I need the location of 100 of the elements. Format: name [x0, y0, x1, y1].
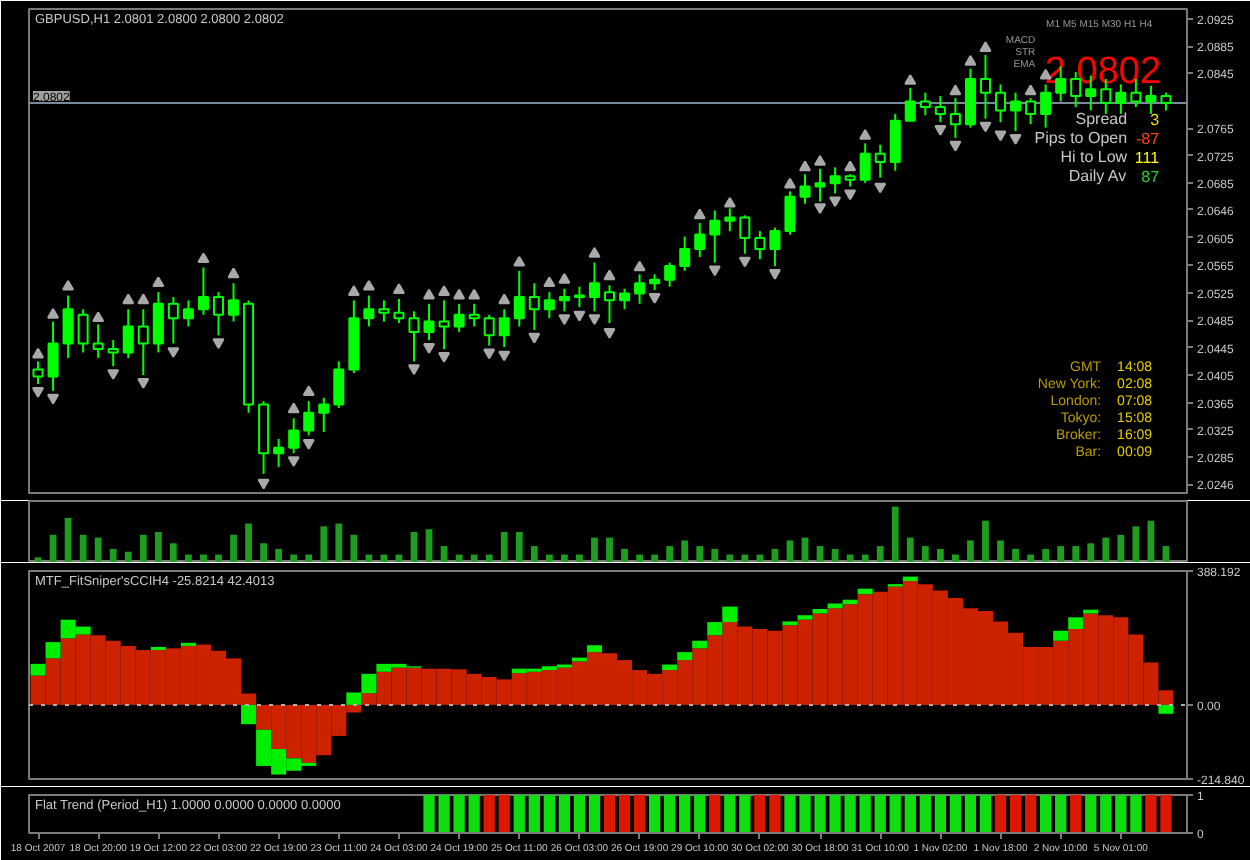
candlestick — [784, 190, 796, 236]
candlestick — [814, 167, 826, 203]
point — [438, 352, 451, 363]
point — [287, 456, 300, 467]
candlestick — [438, 299, 450, 351]
candlestick — [528, 282, 540, 331]
candlestick — [724, 207, 736, 233]
candlestick — [799, 173, 811, 205]
point — [302, 439, 315, 450]
point — [423, 288, 436, 300]
candlestick — [709, 209, 721, 264]
bar — [846, 554, 854, 562]
bar — [722, 606, 738, 623]
candlestick — [318, 396, 330, 433]
point — [844, 189, 857, 201]
point — [859, 129, 872, 140]
point — [212, 338, 225, 349]
bar — [230, 534, 237, 562]
bar — [677, 652, 693, 661]
annotation: 111 — [1134, 149, 1161, 167]
candlestick — [393, 297, 405, 324]
bar — [861, 554, 869, 562]
bar — [786, 540, 794, 562]
annotation: Spread — [1075, 110, 1128, 128]
bar — [692, 640, 708, 649]
point — [392, 283, 405, 294]
bar — [530, 546, 538, 562]
candlestick — [964, 67, 976, 129]
candlestick — [634, 273, 646, 305]
point — [949, 84, 962, 96]
bar — [982, 520, 989, 562]
bar — [902, 576, 918, 582]
bar — [1072, 546, 1080, 562]
annotation: -87 — [1135, 130, 1161, 148]
bar — [124, 551, 132, 562]
bar — [1027, 554, 1034, 562]
point — [603, 328, 616, 339]
candlestick — [829, 166, 841, 195]
point — [979, 41, 992, 52]
point — [648, 293, 661, 304]
bar — [79, 534, 87, 562]
bar — [891, 506, 899, 562]
point — [513, 255, 526, 267]
point — [768, 269, 781, 280]
point — [543, 276, 556, 288]
bar — [1132, 526, 1140, 562]
candlestick — [995, 83, 1007, 124]
point — [137, 378, 150, 389]
point — [483, 348, 496, 360]
candlestick — [874, 143, 886, 179]
bar — [576, 554, 583, 562]
candlestick — [333, 360, 345, 409]
candlestick — [619, 287, 631, 311]
bar — [936, 548, 944, 562]
bar — [726, 554, 734, 562]
point — [799, 160, 812, 172]
point — [814, 155, 827, 166]
candlestick — [949, 97, 961, 139]
candlestick — [182, 299, 194, 328]
point — [558, 314, 571, 325]
point — [122, 293, 135, 305]
point — [47, 393, 60, 405]
candlestick — [423, 302, 435, 342]
candlestick — [468, 302, 480, 328]
bar — [139, 534, 147, 562]
point — [423, 343, 436, 354]
bar — [245, 523, 252, 562]
annotation: 3 — [1150, 111, 1161, 129]
bar — [1117, 534, 1125, 562]
point — [738, 256, 751, 268]
candlestick — [483, 313, 495, 347]
candlestick — [1040, 83, 1052, 129]
candlestick — [664, 261, 676, 288]
bar — [621, 548, 628, 562]
point — [633, 260, 646, 272]
bar — [681, 540, 689, 562]
point — [603, 269, 616, 281]
bar — [260, 543, 267, 562]
candlestick — [603, 284, 616, 324]
bar — [335, 523, 343, 562]
bar — [1102, 537, 1110, 562]
point — [32, 386, 45, 398]
point — [107, 369, 120, 380]
candlestick — [1115, 83, 1127, 115]
bar — [1012, 548, 1019, 562]
bar — [876, 546, 884, 562]
bar — [906, 537, 914, 562]
point — [783, 177, 796, 189]
candlestick — [77, 308, 89, 354]
candlestick — [197, 266, 209, 316]
point — [498, 293, 511, 305]
bar — [30, 663, 46, 676]
candlestick — [408, 310, 420, 363]
candlestick — [588, 261, 600, 313]
candlestick — [1025, 97, 1037, 126]
bar — [94, 537, 102, 562]
bar — [365, 554, 373, 562]
bar — [154, 532, 162, 562]
candlestick — [889, 112, 901, 172]
point — [167, 347, 180, 358]
